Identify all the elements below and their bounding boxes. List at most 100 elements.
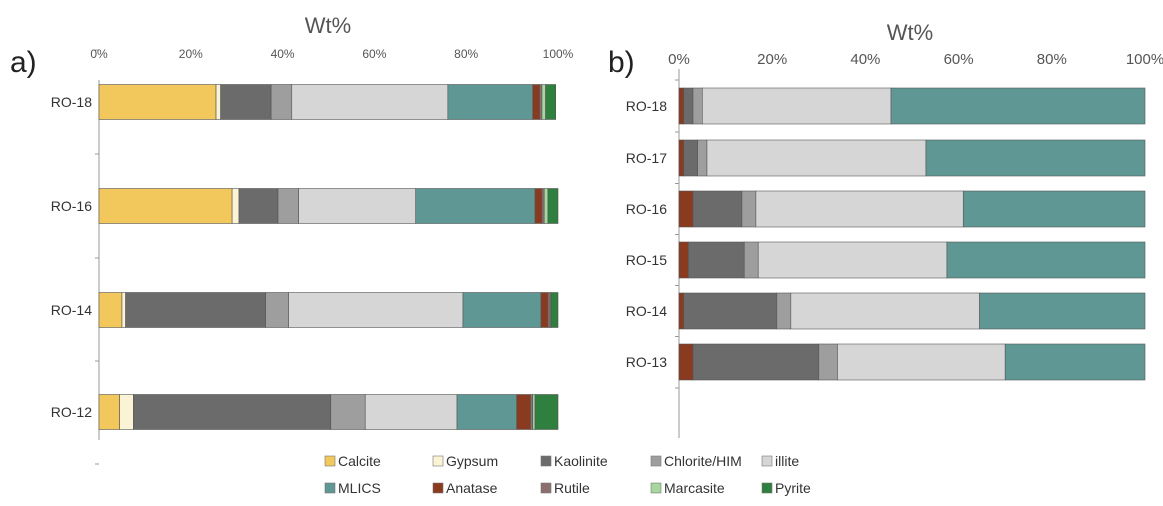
bar-segment-gypsum — [119, 394, 134, 430]
legend-label: illite — [775, 453, 799, 469]
panel-b-chart: b) Wt% 0% 20% 40% 60% 80% 100% RO-18 RO-17 RO-1… — [608, 20, 1163, 438]
x-tick-label: 20% — [757, 51, 787, 68]
bar-segment-illite — [757, 241, 948, 279]
bar-segment-mlics — [946, 241, 1146, 279]
legend-label: Kaolinite — [554, 453, 608, 469]
bar-segment-marcasite — [532, 394, 536, 430]
x-tick-label: 40% — [271, 47, 295, 61]
bar-segment-illite — [364, 394, 458, 430]
bar-segment-mlics — [447, 84, 534, 120]
bar-segment-chlorite-him — [270, 84, 293, 120]
bar-segment-kaolinite — [692, 190, 743, 228]
x-tick-label: 80% — [1037, 51, 1067, 68]
legend-label: Gypsum — [446, 453, 498, 469]
bar-segment-mlics — [415, 188, 536, 224]
legend-swatch-chlorite-him — [650, 455, 662, 467]
bar-segment-illite — [755, 190, 964, 228]
legend-swatch-gypsum — [432, 455, 444, 467]
category-label: RO-16 — [626, 201, 667, 217]
bar-segment-calcite — [98, 292, 123, 328]
bar-segment-chlorite-him — [776, 292, 792, 330]
bar-segment-kaolinite — [692, 343, 820, 381]
bar-segment-pyrite — [534, 394, 559, 430]
bar-segment-kaolinite — [125, 292, 266, 328]
category-label: RO-14 — [51, 302, 92, 318]
legend-label: Marcasite — [664, 480, 725, 496]
legend-label: Calcite — [338, 453, 381, 469]
bar-segment-rutile — [547, 292, 551, 328]
bar-segment-kaolinite — [683, 292, 778, 330]
category-label: RO-15 — [626, 252, 667, 268]
bar-segment-pyrite — [550, 292, 559, 328]
legend-label: Pyrite — [775, 480, 811, 496]
bar-segment-mlics — [462, 292, 542, 328]
bar-segment-gypsum — [215, 84, 221, 120]
bar-segment-marcasite — [543, 188, 549, 224]
legend-label: MLICS — [338, 480, 381, 496]
legend-swatch-mlics — [324, 482, 336, 494]
category-label: RO-12 — [51, 404, 92, 420]
bar-segment-kaolinite — [238, 188, 279, 224]
bar-segment-anatase — [516, 394, 531, 430]
legend-swatch-illite — [761, 455, 773, 467]
bar-segment-anatase — [678, 139, 684, 177]
bar-segment-mlics — [925, 139, 1146, 177]
x-tick-label: 0% — [90, 47, 108, 61]
x-tick-label: 0% — [668, 51, 690, 68]
bar-segment-mlics — [456, 394, 517, 430]
panel-a-x-axis-title: Wt% — [305, 13, 351, 38]
bar-segment-chlorite-him — [265, 292, 289, 328]
x-tick-label: 100% — [543, 47, 574, 61]
bar-segment-calcite — [98, 188, 233, 224]
bar-segment-chlorite-him — [818, 343, 838, 381]
legend-swatch-calcite — [324, 455, 336, 467]
panel-a-chart: a) Wt% 0% 20% 40% 60% 80% 100% RO-18 RO-16 RO-1… — [10, 13, 574, 465]
bar-segment-kaolinite — [683, 139, 698, 177]
bar-segment-pyrite — [545, 84, 557, 120]
bar-segment-anatase — [678, 87, 684, 125]
panel-b-label: b) — [608, 46, 635, 79]
x-tick-label: 80% — [454, 47, 478, 61]
bar-segment-illite — [701, 87, 892, 125]
bar-segment-anatase — [678, 241, 689, 279]
category-label: RO-18 — [626, 98, 667, 114]
bar-segment-gypsum — [231, 188, 240, 224]
legend-swatch-kaolinite — [540, 455, 552, 467]
bar-segment-anatase — [534, 188, 543, 224]
bar-segment-kaolinite — [683, 87, 694, 125]
legend-swatch-marcasite — [650, 482, 662, 494]
panel-a-label: a) — [10, 46, 37, 79]
bar-segment-chlorite-him — [741, 190, 757, 228]
bar-segment-chlorite-him — [692, 87, 703, 125]
bar-segment-rutile — [539, 84, 543, 120]
category-label: RO-17 — [626, 150, 667, 166]
bar-segment-kaolinite — [133, 394, 332, 430]
bar-segment-pyrite — [547, 188, 559, 224]
legend-swatch-anatase — [432, 482, 444, 494]
bar-segment-mlics — [979, 292, 1146, 330]
legend-swatch-pyrite — [761, 482, 773, 494]
bar-segment-gypsum — [121, 292, 126, 328]
bar-segment-illite — [706, 139, 927, 177]
bar-segment-illite — [291, 84, 449, 120]
x-tick-label: 100% — [1126, 51, 1163, 68]
bar-segment-rutile — [541, 188, 545, 224]
bar-segment-illite — [837, 343, 1006, 381]
legend: Calcite Gypsum Kaolinite Chlorite/HIM illite… — [324, 453, 811, 496]
bar-segment-anatase — [678, 343, 694, 381]
bar-segment-chlorite-him — [743, 241, 759, 279]
category-label: RO-13 — [626, 354, 667, 370]
legend-swatch-rutile — [540, 482, 552, 494]
x-tick-label: 60% — [944, 51, 974, 68]
legend-label: Anatase — [446, 480, 498, 496]
bar-segment-anatase — [532, 84, 540, 120]
bar-segment-chlorite-him — [330, 394, 366, 430]
bar-segment-calcite — [98, 84, 217, 120]
bar-segment-marcasite — [541, 84, 546, 120]
panel-b-x-axis-title: Wt% — [887, 20, 933, 45]
bar-segment-kaolinite — [220, 84, 272, 120]
bar-segment-mlics — [1004, 343, 1146, 381]
bar-segment-anatase — [678, 292, 684, 330]
x-tick-label: 20% — [179, 47, 203, 61]
